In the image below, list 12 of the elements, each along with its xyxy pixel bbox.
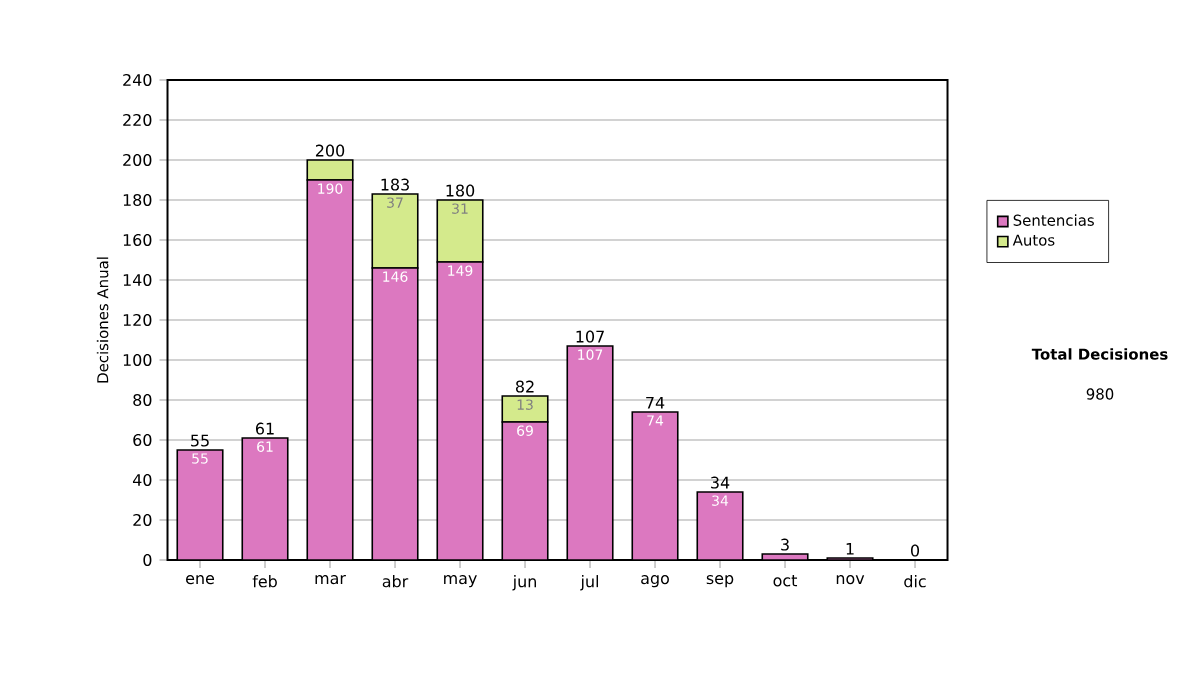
- bar: [307, 180, 353, 560]
- bar: [567, 346, 613, 560]
- bar: [372, 268, 418, 560]
- bar: [437, 262, 483, 560]
- bar: [371, 193, 419, 269]
- bar: [697, 492, 743, 560]
- bar: [501, 395, 549, 423]
- bar: [242, 438, 288, 560]
- bar: [632, 412, 678, 560]
- bar: [502, 422, 548, 560]
- bar: [436, 199, 484, 263]
- bar: [177, 450, 223, 560]
